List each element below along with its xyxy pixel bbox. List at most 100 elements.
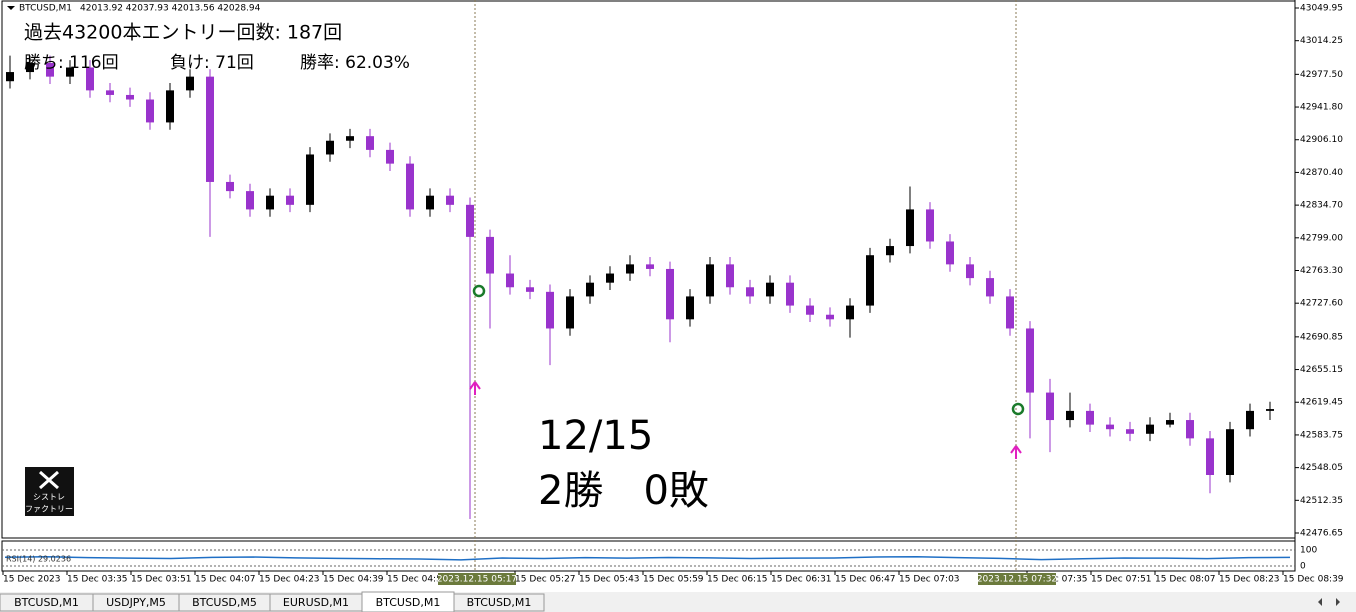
candle-body (1206, 438, 1214, 475)
candle-body (966, 264, 974, 279)
date-label: 12/15 (538, 413, 653, 459)
cursor-label: 2023.12.15 05:17 (437, 575, 517, 585)
x-tick-label: 15 Dec 05:43 (579, 575, 640, 585)
entry-marker (472, 284, 486, 298)
candle-body (546, 291, 554, 329)
tab[interactable] (453, 593, 545, 612)
candle-body (1186, 420, 1194, 439)
candle-body (886, 246, 894, 256)
candle-body (646, 264, 654, 269)
x-tick-label: 15 Dec 04:39 (323, 575, 384, 585)
x-tick-label: 15 Dec 07:03 (899, 575, 960, 585)
y-tick-label: 42548.05 (1300, 463, 1343, 473)
y-tick-label: 43014.25 (1300, 36, 1343, 46)
y-tick-label: 42727.60 (1300, 299, 1343, 309)
candle-body (1226, 429, 1234, 475)
candle-body (1006, 296, 1014, 329)
candle-body (286, 195, 294, 205)
tab-label[interactable]: BTCUSD,M1 (467, 596, 532, 609)
y-tick-label: 42655.15 (1300, 365, 1343, 375)
candle-body (346, 136, 354, 141)
candle-body (686, 296, 694, 320)
candle-body (206, 76, 214, 182)
logo (25, 467, 74, 516)
candle-body (1066, 410, 1074, 421)
y-tick-label: 42977.50 (1300, 70, 1343, 80)
candle-body (926, 209, 934, 242)
x-tick-label: 15 Dec 05:59 (643, 575, 704, 585)
entry-marker (1011, 402, 1025, 416)
x-tick-label: 15 Dec 07:35 (1027, 575, 1088, 585)
x-tick-label: 15 Dec 04:55 (387, 575, 448, 585)
candle-body (146, 99, 154, 123)
candle-body (806, 305, 814, 315)
tabs: BTCUSD,M1 USDJPY,M5 BTCUSD,M5 EURUSD,M1 BTCU… (0, 591, 545, 612)
symbol: BTCUSD,M1 (19, 4, 72, 14)
buy-arrow (469, 381, 481, 395)
candle-body (746, 287, 754, 297)
candle-body (826, 314, 834, 320)
candle-body (426, 195, 434, 210)
rsi-line (4, 555, 1291, 561)
candle-body (866, 255, 874, 306)
x-tick-label: 15 Dec 08:39 (1283, 575, 1344, 585)
y-tick-label: 0 (1300, 562, 1306, 572)
candle-body (566, 296, 574, 329)
candle-body (306, 154, 314, 205)
y-tick-label: 42763.30 (1300, 266, 1343, 276)
logo-text: シストレ (33, 493, 65, 502)
y-tick-label: 42476.65 (1300, 529, 1343, 539)
candle-body (1026, 328, 1034, 393)
menu-arrow[interactable] (7, 6, 15, 10)
candle-body (366, 136, 374, 150)
candle-body (126, 94, 134, 100)
candle-body (326, 140, 334, 155)
y-tick-label: 42870.40 (1300, 168, 1343, 178)
candle-body (266, 195, 274, 210)
candle-body (486, 236, 494, 274)
x-tick-label: 15 Dec 03:35 (67, 575, 128, 585)
x-tick-label: 15 Dec 08:23 (1219, 575, 1280, 585)
plot: 43049.95 43014.25 42977.50 42941.80 42906.10… (2, 3, 1344, 585)
candle-body (26, 62, 34, 73)
candle-body (606, 273, 614, 283)
y-tick-label: 42799.00 (1300, 233, 1343, 243)
stat-rate: 勝率: 62.03% (300, 53, 410, 73)
candle-body (1106, 424, 1114, 430)
x-tick-label: 15 Dec 08:07 (1155, 575, 1216, 585)
cursor-label: 2023.12.15 07:32 (977, 575, 1057, 585)
tab-label[interactable]: BTCUSD,M5 (192, 596, 257, 609)
stat-line: 過去43200本エントリー回数: 187回 (24, 22, 342, 44)
y-tick-label: 43049.95 (1300, 3, 1343, 13)
stat-wins: 勝ち: 116回 (24, 53, 119, 73)
stat-losses: 負け: 71回 (170, 53, 254, 73)
y-tick-label: 42583.75 (1300, 430, 1343, 440)
candle-body (726, 264, 734, 288)
x-tick-label: 15 Dec 03:51 (131, 575, 192, 585)
candle-body (1146, 424, 1154, 434)
candle-body (166, 90, 174, 123)
x-tick-label: 15 Dec 06:31 (771, 575, 832, 585)
result-label: 2勝 0敗 (538, 468, 709, 514)
cursor-label-box (438, 573, 516, 585)
candle-body (106, 90, 114, 95)
buy-arrow (1010, 445, 1022, 459)
candle-body (506, 273, 514, 288)
y-tick-label: 100 (1300, 546, 1317, 556)
candle-body (666, 268, 674, 320)
tab-label[interactable]: BTCUSD,M1 (376, 596, 441, 609)
candle-body (66, 67, 74, 77)
x-tick-label: 15 Dec 06:47 (835, 575, 896, 585)
y-tick-label: 42619.45 (1300, 398, 1343, 408)
candle-body (406, 163, 414, 210)
tab-label[interactable]: EURUSD,M1 (283, 596, 349, 609)
candle-body (1086, 410, 1094, 425)
candle-body (846, 305, 854, 320)
tab-label[interactable]: USDJPY,M5 (106, 596, 166, 609)
tab-label[interactable]: BTCUSD,M1 (14, 596, 79, 609)
candle-body (906, 209, 914, 247)
candle-body (46, 62, 54, 77)
y-tick-label: 42834.70 (1300, 201, 1343, 211)
